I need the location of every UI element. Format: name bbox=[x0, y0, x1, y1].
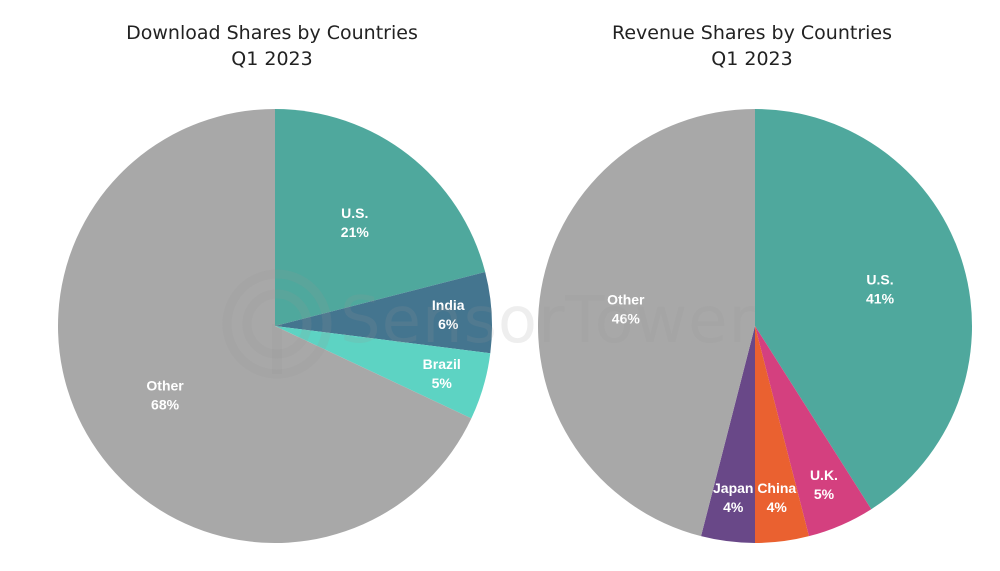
slice-label: U.S. bbox=[341, 205, 368, 221]
pie-slice-us bbox=[755, 109, 972, 510]
revenue-shares-chart: Revenue Shares by Countries Q1 2023 U.S.… bbox=[502, 0, 1000, 571]
slice-label: Brazil bbox=[423, 356, 461, 372]
pie-slice-japan bbox=[701, 326, 755, 543]
slice-value: 5% bbox=[432, 375, 453, 391]
slice-label: U.S. bbox=[866, 271, 893, 287]
slice-label: Other bbox=[146, 377, 184, 393]
slice-value: 4% bbox=[767, 499, 788, 515]
chart-title-main: Download Shares by Countries bbox=[126, 22, 418, 44]
slice-value: 5% bbox=[814, 486, 835, 502]
slice-value: 41% bbox=[866, 290, 895, 306]
slice-label: U.K. bbox=[810, 467, 838, 483]
slice-label: Other bbox=[607, 291, 645, 307]
slice-label: India bbox=[432, 297, 465, 313]
slice-value: 4% bbox=[723, 499, 744, 515]
pie-slice-china bbox=[755, 326, 809, 543]
chart-title: Revenue Shares by Countries Q1 2023 bbox=[502, 20, 1000, 72]
pie-slice-india bbox=[275, 272, 492, 354]
download-shares-chart: Download Shares by Countries Q1 2023 U.S… bbox=[22, 0, 522, 571]
pie-slice-us bbox=[275, 109, 486, 326]
chart-title-main: Revenue Shares by Countries bbox=[612, 22, 892, 44]
slice-label: Japan bbox=[713, 480, 753, 496]
slice-value: 21% bbox=[341, 224, 370, 240]
pie-slice-brazil bbox=[275, 326, 491, 419]
pie-slice-other bbox=[58, 109, 472, 543]
slice-value: 68% bbox=[151, 396, 180, 412]
slice-label: China bbox=[757, 480, 796, 496]
pie-slice-other bbox=[537, 108, 755, 537]
chart-subtitle: Q1 2023 bbox=[231, 48, 313, 70]
download-pie: U.S. 21% India 6% Brazil 5% Other 68% bbox=[58, 109, 492, 543]
revenue-pie: U.S. 41% U.K. 5% China 4% Japan 4% Other 46% bbox=[537, 108, 972, 543]
slice-value: 46% bbox=[612, 310, 641, 326]
pie-slice-uk bbox=[755, 326, 872, 537]
chart-subtitle: Q1 2023 bbox=[711, 48, 793, 70]
chart-title: Download Shares by Countries Q1 2023 bbox=[22, 20, 522, 72]
slice-value: 6% bbox=[438, 316, 459, 332]
